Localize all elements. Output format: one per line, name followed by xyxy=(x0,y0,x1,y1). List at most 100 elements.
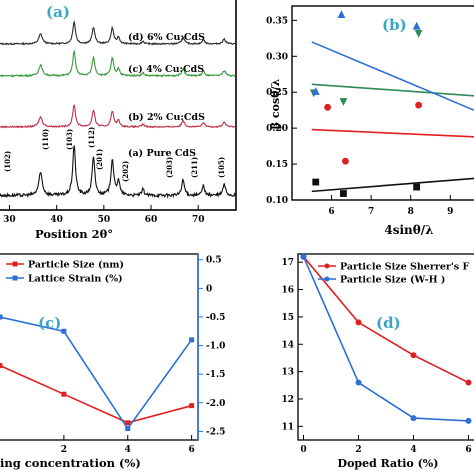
legend-label: Particle Size Sherrer's F xyxy=(340,262,469,273)
x-axis-label: 4sinθ/λ xyxy=(384,223,433,237)
x-tick-label: 70 xyxy=(192,215,205,225)
data-point xyxy=(125,426,131,432)
xrd-pattern xyxy=(0,19,236,46)
fit-line xyxy=(311,41,474,111)
data-point xyxy=(0,314,3,320)
data-point xyxy=(410,415,417,422)
x-axis-label: Position 2θ° xyxy=(35,227,113,241)
panel-label: (b) xyxy=(382,16,407,34)
x-tick-label: 6 xyxy=(465,445,471,455)
y2-tick-label: -2.5 xyxy=(206,427,225,437)
y2-tick-label: -2.0 xyxy=(206,399,225,409)
data-point xyxy=(465,379,472,386)
x-tick-label: 9 xyxy=(447,207,453,217)
panel-a-xrd: (d) 6% Cu:CdS (c) 4% Cu:CdS (b) 2% Cu:CdS (… xyxy=(0,0,237,241)
series-label: (c) 4% Cu:CdS xyxy=(128,64,204,75)
x-tick-label: 50 xyxy=(98,215,111,225)
data-point xyxy=(125,420,131,426)
x-tick-label: 30 xyxy=(3,215,16,225)
x-tick-label: 60 xyxy=(145,215,158,225)
data-point xyxy=(0,363,3,369)
y-axis-label: β cosθ/λ xyxy=(269,79,282,130)
y-tick-label: 17 xyxy=(281,258,294,268)
x-tick-label: 6 xyxy=(328,207,334,217)
y-tick-label: 0.20 xyxy=(266,124,288,134)
data-point xyxy=(415,101,423,109)
x-tick-label: 2 xyxy=(355,445,361,455)
series-label: (d) 6% Cu:CdS xyxy=(128,32,205,43)
y-tick-label: 0.10 xyxy=(266,196,288,206)
y-tick-label: 11 xyxy=(281,422,294,432)
legend-marker xyxy=(324,276,330,282)
y-tick-label: 14 xyxy=(281,340,294,350)
data-point xyxy=(340,190,347,197)
xrd-pattern xyxy=(0,145,236,199)
data-point xyxy=(324,103,332,111)
y2-tick-label: -0.5 xyxy=(206,313,225,323)
panel-a-frame xyxy=(0,0,237,211)
panel-d-frame xyxy=(297,253,474,441)
data-point xyxy=(337,10,346,19)
y-tick-label: 0.30 xyxy=(266,52,288,62)
xrd-pattern xyxy=(0,49,236,78)
legend-marker xyxy=(12,261,18,267)
data-point xyxy=(189,337,195,343)
data-point xyxy=(355,319,362,326)
panel-d-doped-ratio: 11 12 13 14 15 16 17 0 2 4 6 Particle Size Sherrer'… xyxy=(281,253,474,470)
data-point xyxy=(61,391,67,397)
x-tick-label: 4 xyxy=(125,445,131,455)
fit-line xyxy=(311,128,474,138)
panel-c-concentration: 0.5 0 -0.5 -1.0 -1.5 -2.0 -2.5 2 4 6 Particle Size… xyxy=(0,253,225,470)
y-tick-label: 0.15 xyxy=(266,160,288,170)
data-point xyxy=(61,328,67,334)
panel-b-wh-plot: 0.10 0.15 0.20 0.25 0.30 0.35 6 7 8 9 (b) 4sinθ/λ β … xyxy=(266,5,474,237)
x-tick-label: 8 xyxy=(408,207,414,217)
x-tick-label: 2 xyxy=(61,445,67,455)
series-label: (a) Pure CdS xyxy=(128,148,196,159)
fit-line xyxy=(311,83,474,97)
series-line xyxy=(0,316,193,431)
data-point xyxy=(339,98,348,106)
panel-label: (c) xyxy=(38,314,61,332)
xrd-pattern xyxy=(0,104,236,129)
y2-tick-label: -1.0 xyxy=(206,342,225,352)
x-tick-label: 7 xyxy=(368,207,374,217)
peak-label: (110) xyxy=(41,129,50,150)
data-point xyxy=(465,417,472,424)
legend-label: Lattice Strain (%) xyxy=(28,274,123,285)
data-point xyxy=(410,352,417,359)
peak-label: (211) xyxy=(190,157,199,178)
y-tick-label: 16 xyxy=(281,286,294,296)
peak-label: (203) xyxy=(165,157,174,178)
data-point xyxy=(300,253,307,260)
legend-marker xyxy=(12,275,18,281)
series-line xyxy=(302,256,469,384)
peak-label: (103) xyxy=(65,129,74,150)
series-label: (b) 2% Cu:CdS xyxy=(128,112,205,123)
y2-tick-label: -1.5 xyxy=(206,370,225,380)
peak-label: (105) xyxy=(217,157,226,178)
peak-label: (112) xyxy=(87,127,96,148)
y-tick-label: 12 xyxy=(281,395,294,405)
data-point xyxy=(189,403,195,409)
panel-b-frame xyxy=(291,5,474,201)
legend-marker xyxy=(324,263,330,269)
data-point xyxy=(413,183,421,191)
x-tick-label: 0 xyxy=(300,445,306,455)
panel-label: (a) xyxy=(46,3,70,21)
y-tick-label: 0.35 xyxy=(266,16,288,26)
y-tick-label: 15 xyxy=(281,313,294,323)
data-point xyxy=(311,87,320,95)
y2-tick-label: 0.5 xyxy=(206,256,222,266)
x-tick-label: 40 xyxy=(50,215,63,225)
fit-line xyxy=(311,177,474,193)
legend-label: Particle Size (nm) xyxy=(28,260,124,271)
x-axis-label: Doped Ratio (%) xyxy=(338,457,439,470)
peak-label: (202) xyxy=(121,161,130,182)
y-tick-label: 13 xyxy=(281,368,294,378)
data-point xyxy=(414,29,423,38)
x-tick-label: 4 xyxy=(410,445,416,455)
data-point xyxy=(312,178,320,186)
x-axis-label: ing concentration (%) xyxy=(0,456,141,470)
